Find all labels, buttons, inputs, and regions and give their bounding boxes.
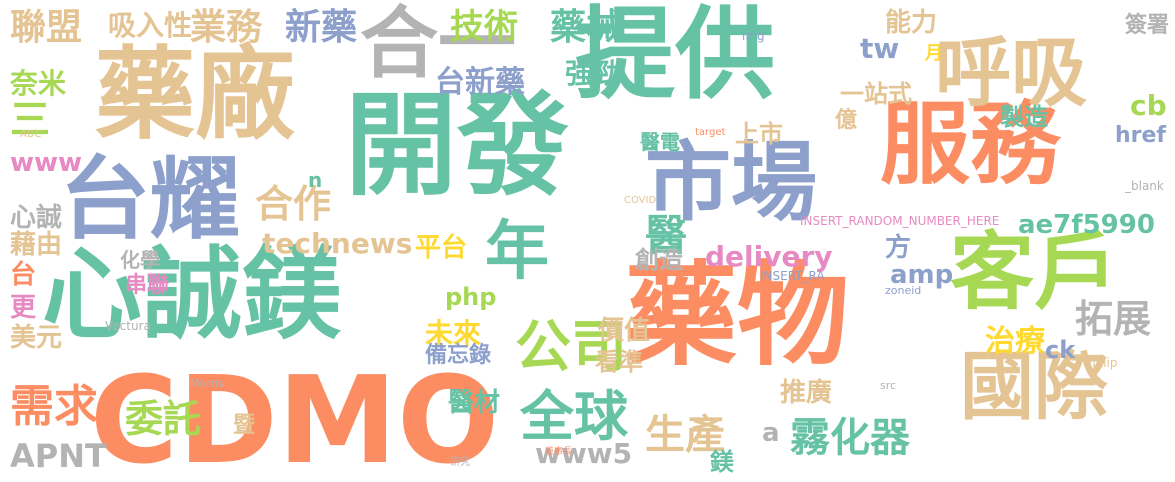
word: 技術 (450, 7, 518, 47)
word: 醫電 (640, 130, 680, 154)
word: 年 (485, 215, 549, 289)
word: 公司 (515, 315, 627, 380)
word: zoneid (885, 284, 922, 297)
word: 委託 (125, 397, 202, 441)
word: 台 (10, 260, 37, 290)
word: 一站式 (840, 80, 912, 108)
word: 串聯 (125, 273, 170, 298)
word: 三 (10, 97, 50, 143)
word: 方 (885, 233, 912, 263)
word: ck (1045, 336, 1076, 364)
word: 國際 (960, 344, 1108, 430)
word: Vectura (105, 319, 151, 333)
word: 全球 (520, 385, 628, 448)
word: 藉由 (10, 230, 63, 260)
word: 藥物 (625, 251, 849, 381)
word: 市場 (645, 133, 817, 233)
word: 新藥 (285, 7, 358, 48)
word: APNT (10, 437, 107, 475)
word: 備忘錄 (425, 343, 492, 368)
word: 需求 (10, 381, 98, 432)
word: 暨 (233, 413, 256, 438)
word: 平台 (415, 233, 468, 263)
word: 能力 (885, 8, 938, 38)
word: 億 (835, 108, 858, 133)
word: technews (262, 227, 413, 260)
word: php (445, 283, 497, 311)
word: www5 (535, 437, 633, 470)
word: amp (890, 260, 954, 290)
word: 奈米 (10, 67, 67, 100)
word: 心誠 (10, 203, 63, 233)
word: ADC (20, 129, 42, 140)
word: www (10, 148, 83, 178)
word: href (1115, 123, 1167, 148)
word: 心誠鎂 (42, 236, 342, 353)
word: 看準 (595, 348, 643, 376)
word: 治療 (985, 324, 1045, 359)
word: 月 (925, 43, 943, 64)
word: img (742, 29, 765, 43)
word: 拓展 (1075, 297, 1152, 341)
word: COVID (624, 195, 657, 206)
word: 推廣 (780, 378, 833, 408)
word: 聯盟 (10, 7, 83, 48)
word: 上市 (735, 120, 783, 148)
word: 合作 (255, 182, 332, 226)
word: 美元 (10, 323, 63, 353)
word: 生產 (645, 412, 725, 458)
word: cb (1130, 89, 1167, 122)
word: 研究 (450, 457, 470, 468)
word: 更 (10, 293, 37, 323)
word: 台新藥 (435, 65, 525, 100)
word: 合一 (360, 0, 517, 89)
word: CDMO (90, 352, 500, 482)
word: a (762, 418, 780, 448)
word: tw (860, 32, 900, 65)
word: ae7f5990 (1018, 210, 1155, 240)
word: 鎂 (710, 448, 734, 476)
word: 董事長 (545, 447, 573, 457)
word: _blank (1125, 179, 1164, 193)
word: INSERT_RANDOM_NUMBER_HERE (800, 214, 1000, 228)
word: Philip (1085, 356, 1118, 370)
word: 客戶 (950, 223, 1119, 321)
word: 簽署 (1125, 13, 1170, 38)
word: 醫材 (448, 388, 501, 418)
word: 價值 (598, 316, 651, 346)
word: 化學 (120, 248, 160, 272)
word: 台耀 (60, 147, 240, 252)
word: 藥廠 (95, 36, 295, 153)
word: 藥械 (550, 7, 623, 48)
word: INSERT_RA (760, 269, 825, 283)
word: Morris (190, 377, 224, 390)
word: 提供 (575, 0, 775, 113)
word: src (880, 379, 897, 392)
word: target (695, 127, 726, 138)
word: 吸入性 (108, 9, 193, 42)
word: 開發 (345, 81, 569, 211)
word: 創造 (635, 246, 683, 274)
word: 醫 (645, 211, 688, 260)
word: 製造 (1000, 103, 1048, 131)
word: 霧化器 (790, 415, 910, 461)
word: 未來 (425, 317, 482, 350)
word: delivery (705, 240, 833, 273)
word: n (308, 168, 323, 192)
word: 呼吸 (935, 28, 1087, 117)
word: 業務 (190, 7, 263, 48)
word: 強勁 (565, 57, 622, 90)
word: 服務 (880, 92, 1060, 197)
